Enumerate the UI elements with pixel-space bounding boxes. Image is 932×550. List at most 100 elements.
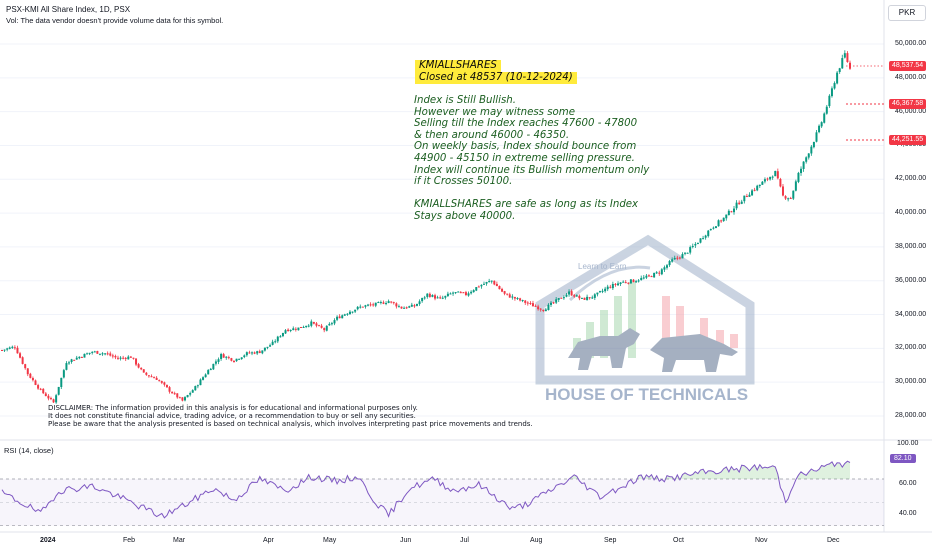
candle-body <box>16 347 19 354</box>
candle-body <box>261 350 264 354</box>
candle-body <box>606 286 609 290</box>
candle-body <box>354 309 357 312</box>
currency-button[interactable]: PKR <box>888 5 926 21</box>
candle-body <box>220 354 223 359</box>
watermark-brand-text: HOUSE OF TECHNICALS <box>545 385 749 404</box>
annotation-analysis-text[interactable]: Index is Still Bullish. However we may w… <box>414 95 650 222</box>
candle-body <box>428 293 431 297</box>
candle-body <box>663 267 666 270</box>
candle-body <box>248 352 251 354</box>
candle-body <box>196 385 199 387</box>
candle-body <box>622 281 625 283</box>
candle-body <box>294 328 297 330</box>
candle-body <box>191 390 194 393</box>
candle-body <box>343 314 346 316</box>
time-axis-label: Apr <box>263 537 274 544</box>
candle-body <box>258 351 261 354</box>
candle-body <box>776 171 779 179</box>
key-levels-layer <box>846 65 884 141</box>
candle-body <box>462 292 465 294</box>
candle-body <box>735 202 738 209</box>
candle-body <box>271 341 274 345</box>
candle-body <box>104 353 107 355</box>
candle-body <box>694 243 697 246</box>
candle-body <box>129 356 132 358</box>
candle-body <box>441 297 444 299</box>
price-axis-label: 34,000.00 <box>895 310 927 318</box>
candle-body <box>410 304 413 307</box>
candle-body <box>684 252 687 254</box>
candle-body <box>678 257 681 259</box>
candle-body <box>37 385 40 389</box>
candle-body <box>302 326 305 328</box>
candle-body <box>614 283 617 285</box>
candle-body <box>660 269 663 275</box>
candle-body <box>635 281 638 283</box>
candle-body <box>506 293 509 295</box>
candle-body <box>531 303 534 307</box>
candle-body <box>513 296 516 299</box>
candle-body <box>390 301 393 303</box>
candle-body <box>13 347 16 349</box>
time-axis-label: Jul <box>460 537 469 544</box>
time-axis-label: Mar <box>173 537 186 544</box>
candle-body <box>668 261 671 266</box>
candle-body <box>310 321 313 326</box>
candle-body <box>449 293 452 295</box>
candle-body <box>671 259 674 262</box>
candle-body <box>707 230 710 237</box>
candle-body <box>846 53 849 63</box>
candle-body <box>106 353 109 355</box>
candle-body <box>274 341 277 343</box>
candle-body <box>841 58 844 69</box>
candle-body <box>704 235 707 238</box>
time-axis-label: Jun <box>400 537 412 544</box>
rsi-indicator-title[interactable]: RSI (14, close) <box>4 446 54 455</box>
candle-body <box>565 294 568 297</box>
annotation-headline-close[interactable]: Closed at 48537 (10-12-2024) <box>415 72 577 84</box>
time-axis-label: May <box>323 537 337 544</box>
candle-body <box>397 306 400 308</box>
candle-body <box>459 292 462 294</box>
time-axis-label: Nov <box>755 537 768 544</box>
candle-body <box>232 360 235 362</box>
candle-body <box>405 307 408 309</box>
annotation-headline-symbol[interactable]: KMIALLSHARES <box>415 60 501 72</box>
watermark-bar <box>716 330 724 344</box>
candle-body <box>227 357 230 359</box>
candle-body <box>709 229 712 231</box>
candle-body <box>209 368 212 371</box>
candle-body <box>21 357 24 364</box>
candle-body <box>802 161 805 169</box>
candle-body <box>305 325 308 327</box>
candle-body <box>655 272 658 274</box>
candle-body <box>42 388 45 394</box>
candle-body <box>184 397 187 401</box>
candle-body <box>555 299 558 303</box>
candle-body <box>676 257 679 259</box>
candle-body <box>753 189 756 191</box>
candle-body <box>475 287 478 291</box>
candle-body <box>792 190 795 199</box>
candle-body <box>217 359 220 362</box>
candle-body <box>539 308 542 310</box>
candle-body <box>452 292 455 294</box>
disclaimer-text[interactable]: DISCLAIMER: The information provided in … <box>48 404 533 429</box>
candle-body <box>771 176 774 178</box>
candle-body <box>289 329 292 331</box>
candle-body <box>588 297 591 299</box>
candle-body <box>426 293 429 297</box>
candle-body <box>560 297 563 299</box>
candle-body <box>508 294 511 298</box>
candle-body <box>498 286 501 290</box>
candle-body <box>243 355 246 358</box>
price-axis-label: 30,000.00 <box>895 378 927 386</box>
watermark-bar <box>676 306 684 342</box>
candle-body <box>797 172 800 182</box>
candle-body <box>127 356 130 360</box>
candle-body <box>470 291 473 294</box>
time-axis-label: Dec <box>827 537 840 544</box>
candle-body <box>807 153 810 158</box>
chart-grid <box>0 0 932 533</box>
